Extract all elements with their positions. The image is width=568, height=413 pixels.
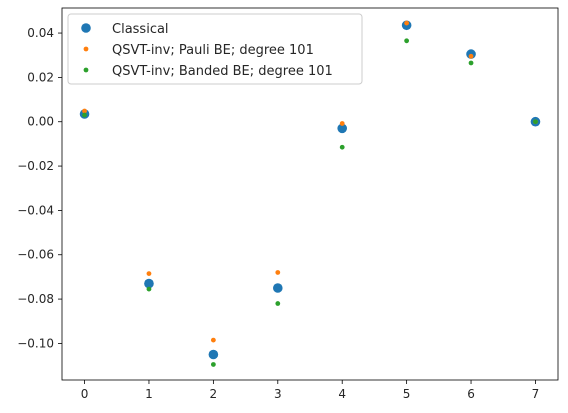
legend-marker xyxy=(83,46,89,52)
data-point xyxy=(533,119,538,125)
x-tick-label: 5 xyxy=(403,387,411,401)
x-tick-label: 6 xyxy=(467,387,475,401)
x-tick-label: 2 xyxy=(210,387,218,401)
data-point xyxy=(337,123,348,134)
x-tick-label: 7 xyxy=(532,387,540,401)
data-point xyxy=(82,108,87,114)
legend-box xyxy=(67,13,363,85)
data-point xyxy=(82,112,87,118)
data-point xyxy=(339,144,345,150)
y-tick-label: −0.10 xyxy=(17,336,54,350)
data-point xyxy=(210,362,216,367)
series-1 xyxy=(82,20,538,343)
data-point xyxy=(208,349,219,360)
data-point xyxy=(272,283,283,293)
legend-label: QSVT-inv; Banded BE; degree 101 xyxy=(112,64,333,79)
y-tick-label: −0.02 xyxy=(17,159,54,173)
plot-frame xyxy=(61,7,559,381)
x-tick-label: 0 xyxy=(81,387,89,401)
data-point xyxy=(404,20,410,26)
data-point xyxy=(210,337,216,343)
legend: Classical QSVT-inv; Pauli BE; degree 101 Q… xyxy=(67,13,363,85)
data-point xyxy=(146,271,152,276)
y-tick-label: −0.08 xyxy=(17,292,54,306)
series-layer xyxy=(79,20,541,367)
legend-marker xyxy=(81,23,91,33)
data-point xyxy=(144,278,154,289)
x-tick-label: 4 xyxy=(338,387,346,401)
legend-marker xyxy=(83,67,89,73)
data-point xyxy=(468,53,474,59)
data-point xyxy=(468,60,474,66)
legend-label: QSVT-inv; Pauli BE; degree 101 xyxy=(112,43,314,58)
y-tick-label: −0.04 xyxy=(17,203,54,217)
x-axis: 0 1 2 3 4 5 6 7 xyxy=(81,380,540,401)
y-axis: 0.04 0.02 0.00 −0.02 −0.04 −0.06 −0.08 −0.10 xyxy=(17,26,62,350)
plot-area xyxy=(61,7,559,381)
y-tick-label: 0.02 xyxy=(27,70,54,84)
y-tick-label: 0.04 xyxy=(27,26,54,40)
data-point xyxy=(404,38,410,44)
data-point xyxy=(275,270,281,275)
series-2 xyxy=(82,38,538,367)
data-point xyxy=(146,286,152,292)
x-tick-label: 3 xyxy=(274,387,282,401)
data-point xyxy=(275,301,281,306)
x-tick-label: 1 xyxy=(145,387,153,401)
legend-label: Classical xyxy=(112,22,169,37)
data-point xyxy=(339,121,345,126)
y-tick-label: 0.00 xyxy=(27,115,54,129)
y-tick-label: −0.06 xyxy=(17,248,54,262)
